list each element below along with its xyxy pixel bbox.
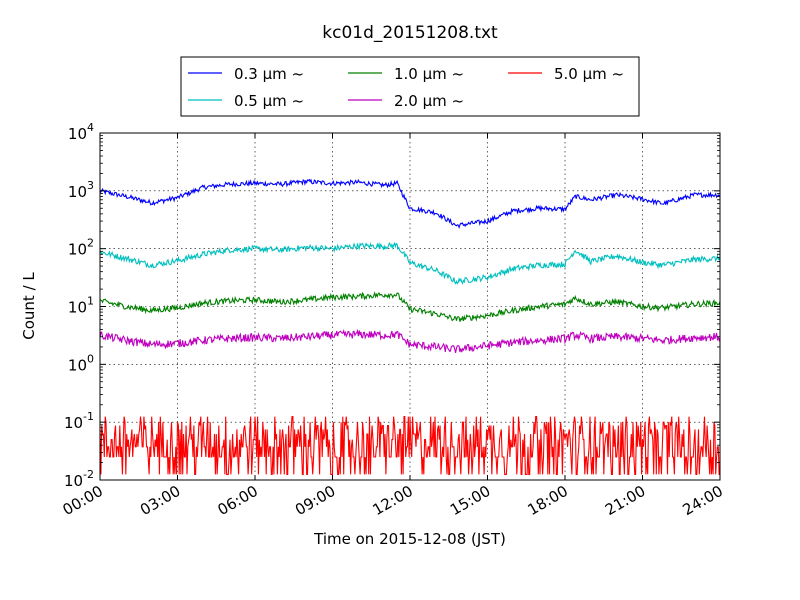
series-line-1 xyxy=(99,178,721,230)
x-tick-label: 24:00 xyxy=(680,482,726,519)
series-line-3 xyxy=(99,291,721,322)
x-tick-label: 03:00 xyxy=(137,482,183,519)
legend-label: 5.0 μm ~ xyxy=(554,65,624,83)
axis-ticks xyxy=(99,132,721,481)
legend-label: 0.5 μm ~ xyxy=(234,92,304,110)
y-tick-label: 103 xyxy=(68,179,94,201)
x-tick-label: 18:00 xyxy=(525,482,571,519)
x-tick-label: 15:00 xyxy=(447,482,493,519)
chart-title: kc01d_20151208.txt xyxy=(322,23,498,43)
y-tick-label: 10-1 xyxy=(64,410,94,432)
y-tick-label: 10-2 xyxy=(64,468,94,490)
y-tick-labels: 10-2 10-1 100 101 102 103 104 xyxy=(64,121,94,490)
legend-label: 1.0 μm ~ xyxy=(394,65,464,83)
y-tick-label: 102 xyxy=(68,237,94,259)
x-axis-label: Time on 2015-12-08 (JST) xyxy=(313,530,506,548)
y-axis-label: Count / L xyxy=(20,272,38,340)
x-tick-label: 21:00 xyxy=(602,482,648,519)
series-layer xyxy=(99,178,721,475)
legend: 0.3 μm ~ 0.5 μm ~ 1.0 μm ~ 2.0 μm ~ 5.0 μm ~ xyxy=(180,56,640,117)
series-line-4 xyxy=(99,328,721,354)
x-tick-label: 12:00 xyxy=(370,482,416,519)
series-line-5 xyxy=(99,416,720,475)
y-tick-label: 100 xyxy=(68,352,94,374)
x-tick-label: 06:00 xyxy=(215,482,261,519)
legend-label: 0.3 μm ~ xyxy=(234,65,304,83)
x-tick-label: 09:00 xyxy=(292,482,338,519)
series-line-2 xyxy=(99,241,721,285)
legend-label: 2.0 μm ~ xyxy=(394,92,464,110)
y-tick-label: 104 xyxy=(68,121,94,143)
y-tick-label: 101 xyxy=(68,295,94,317)
x-tick-labels: 00:00 03:00 06:00 09:00 12:00 15:00 18:00 21:00… xyxy=(60,482,726,519)
legend-box xyxy=(180,56,640,117)
